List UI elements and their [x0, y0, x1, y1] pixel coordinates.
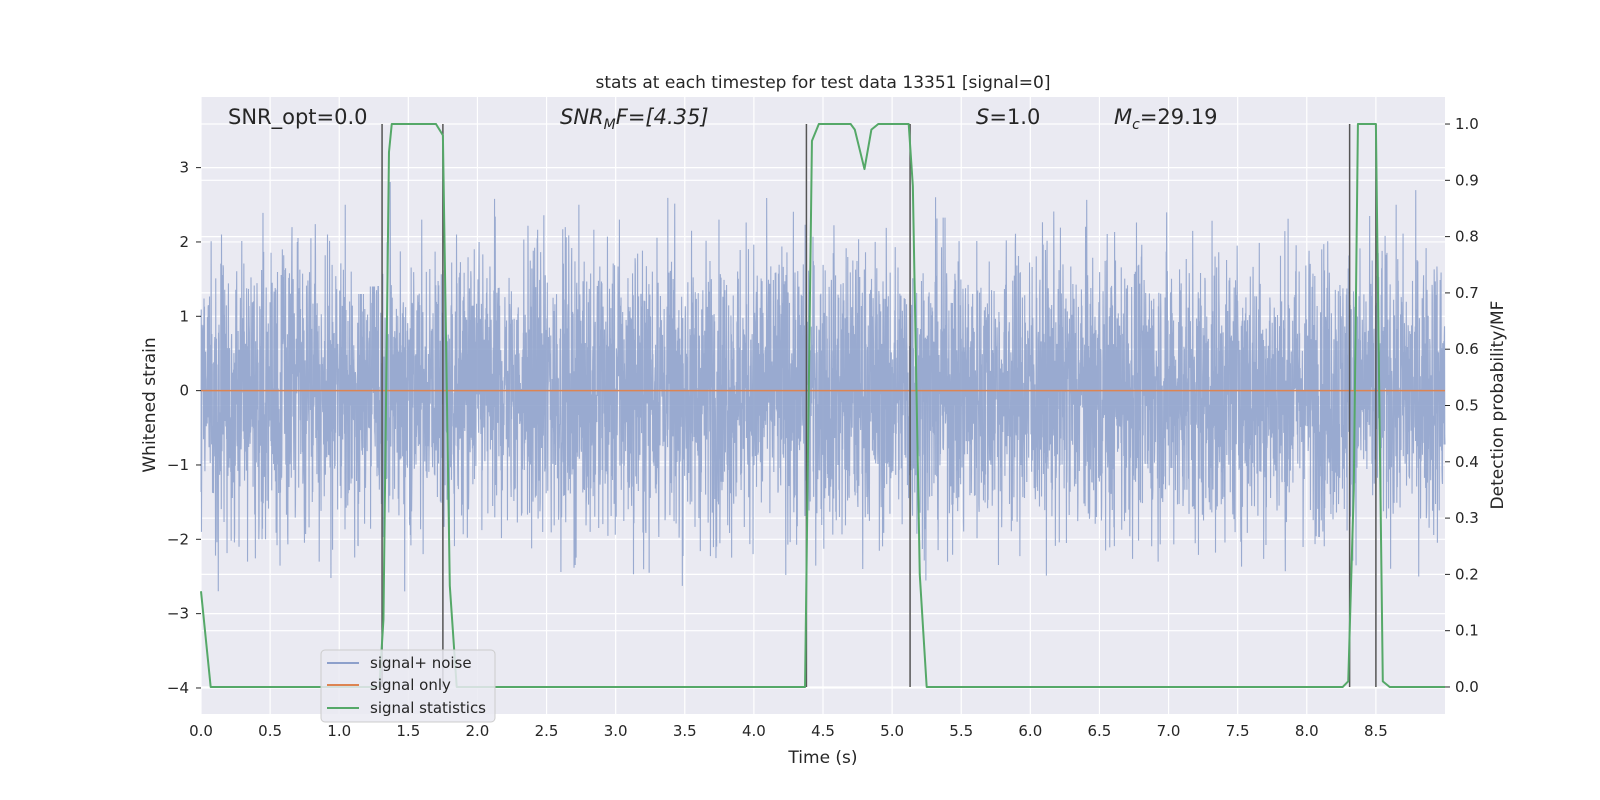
x-axis-label: Time (s)	[787, 748, 857, 768]
x-tick-label-6: 3.0	[604, 722, 628, 740]
annotation-mc-sub: c	[1132, 117, 1140, 133]
annotation-snr-mf-rest: F=[4.35]	[616, 105, 709, 129]
y-tick-label-4: −1	[167, 456, 189, 474]
annotation-s: S=1.0	[976, 105, 1040, 129]
x-tick-label-1: 0.5	[258, 722, 282, 740]
noise-line	[200, 182, 1446, 592]
x-tick-label-8: 4.0	[742, 722, 766, 740]
y-tick-label-0: 3	[179, 159, 189, 177]
series-signal-noise	[200, 182, 1446, 592]
x-tick-label-14: 7.0	[1157, 722, 1181, 740]
annotation-snr-mf-main: SNR	[560, 105, 604, 129]
x-tick-label-3: 1.5	[396, 722, 420, 740]
y2-tick-label-0: 1.0	[1455, 115, 1479, 133]
y2-tick-label-10: 0.0	[1455, 678, 1479, 696]
x-tick-label-4: 2.0	[466, 722, 490, 740]
y2-tick-label-7: 0.3	[1455, 509, 1479, 527]
x-tick-label-16: 8.0	[1295, 722, 1319, 740]
y-tick-label-7: −4	[167, 679, 189, 697]
y2-tick-label-1: 0.9	[1455, 171, 1479, 189]
annotation-s-value: =1.0	[989, 105, 1040, 129]
x-tick-label-7: 3.5	[673, 722, 697, 740]
x-tick-label-9: 4.5	[811, 722, 835, 740]
x-tick-label-5: 2.5	[535, 722, 559, 740]
tick-labels: 0.0 0.5 1.0 1.5 2.0 2.5 3.0 3.5 4.0 4.5 5.0 5.5 6.0 6…	[167, 115, 1479, 740]
x-tick-label-2: 1.0	[327, 722, 351, 740]
annotation-s-label: S	[976, 105, 989, 129]
y2-tick-label-4: 0.6	[1455, 340, 1479, 358]
y2-tick-label-3: 0.7	[1455, 284, 1479, 302]
y-tick-label-5: −2	[167, 530, 189, 548]
y-tick-label-3: 0	[179, 382, 189, 400]
y2-tick-label-5: 0.5	[1455, 397, 1479, 415]
x-tick-label-15: 7.5	[1226, 722, 1250, 740]
x-tick-label-12: 6.0	[1018, 722, 1042, 740]
y-tick-label-2: 1	[179, 307, 189, 325]
y-tick-label-6: −3	[167, 605, 189, 623]
legend-label-signal: signal only	[370, 676, 451, 694]
annotation-snr-opt: SNR_opt=0.0	[228, 105, 368, 130]
annotation-mc-value: =29.19	[1140, 105, 1218, 129]
x-tick-label-17: 8.5	[1364, 722, 1388, 740]
legend-label-stat: signal statistics	[370, 699, 486, 717]
y2-tick-label-9: 0.1	[1455, 622, 1479, 640]
y2-tick-label-6: 0.4	[1455, 453, 1479, 471]
chart-title: stats at each timestep for test data 133…	[596, 73, 1051, 93]
y-tick-label-1: 2	[179, 233, 189, 251]
legend-label-noise: signal+ noise	[370, 654, 472, 672]
y2-axis-label: Detection probability/MF	[1488, 301, 1508, 510]
x-tick-label-10: 5.0	[880, 722, 904, 740]
y-axis-label: Whitened strain	[140, 337, 160, 472]
x-tick-label-11: 5.5	[949, 722, 973, 740]
legend-box	[320, 649, 496, 723]
annotation-mc: Mc=29.19	[1114, 105, 1218, 133]
x-tick-label-13: 6.5	[1088, 722, 1112, 740]
y2-tick-label-2: 0.8	[1455, 228, 1479, 246]
x-tick-label-0: 0.0	[189, 722, 213, 740]
annotation-snr-mf: SNRMF=[4.35]	[560, 105, 709, 133]
annotation-snr-mf-sub: M	[604, 117, 616, 133]
annotation-mc-label: M	[1114, 105, 1132, 129]
y2-tick-label-8: 0.2	[1455, 565, 1479, 583]
legend: signal+ noise signal only signal statist…	[320, 649, 496, 723]
